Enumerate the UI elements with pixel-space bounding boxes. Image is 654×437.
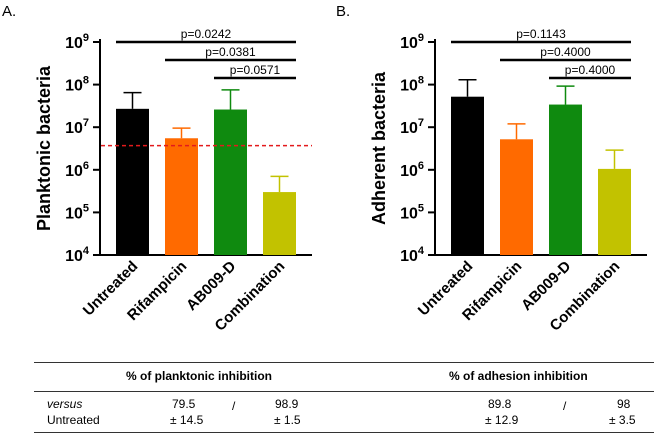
y-tick-label: 106 <box>400 160 424 180</box>
adhesion-combination-value: 98 <box>617 397 631 411</box>
y-axis-label: Planktonic bacteria <box>34 65 54 231</box>
bar-combination <box>263 192 296 255</box>
adhesion-separator: / <box>563 399 567 413</box>
y-tick-label: 108 <box>400 75 424 95</box>
planktonic-combination-value: 98.9 <box>275 397 299 411</box>
p-value-label: p=0.0571 <box>230 63 281 77</box>
bar-rifampicin <box>165 138 198 255</box>
bar-untreated <box>116 108 149 255</box>
y-axis-label: Adherent bacteria <box>369 71 389 225</box>
bar-ab009-d <box>549 104 582 256</box>
y-tick-label: 107 <box>65 117 89 137</box>
p-value-label: p=0.4000 <box>565 63 616 77</box>
bar-ab009-d <box>214 109 247 256</box>
adhesion-combination-error: ± 3.5 <box>609 413 636 427</box>
y-tick-label: 104 <box>400 245 425 265</box>
y-tick-label: 105 <box>400 202 424 222</box>
panel-label: A. <box>2 3 16 20</box>
y-tick-label: 105 <box>65 202 89 222</box>
y-tick-label: 109 <box>400 32 424 52</box>
y-tick-label: 108 <box>65 75 89 95</box>
planktonic-combination-error: ± 1.5 <box>274 413 301 427</box>
adhesion-inhibition-header: % of adhesion inhibition <box>449 369 588 383</box>
table-bottom-rule <box>34 432 654 433</box>
planktonic-rifampicin-value: 79.5 <box>172 397 196 411</box>
planktonic-rifampicin-error: ± 14.5 <box>170 413 204 427</box>
table-header-rule <box>34 391 654 392</box>
p-value-label: p=0.0381 <box>205 45 256 59</box>
p-value-label: p=0.1143 <box>516 27 566 41</box>
y-tick-label: 104 <box>65 245 90 265</box>
bar-untreated <box>451 96 484 255</box>
p-value-label: p=0.0242 <box>181 27 232 41</box>
y-tick-label: 106 <box>65 160 89 180</box>
adhesion-rifampicin-value: 89.8 <box>488 397 512 411</box>
bar-combination <box>598 168 631 255</box>
y-tick-label: 109 <box>65 32 89 52</box>
p-value-label: p=0.4000 <box>540 45 591 59</box>
panel-label: B. <box>336 3 350 20</box>
chart-panel-b: B.Adherent bacteria104105106107108109Unt… <box>336 3 647 335</box>
planktonic-separator: / <box>232 399 236 413</box>
planktonic-inhibition-header: % of planktonic inhibition <box>126 369 272 383</box>
table-top-rule <box>34 362 654 363</box>
row-label-versus: versus <box>47 397 83 411</box>
bar-rifampicin <box>500 139 533 255</box>
chart-panel-a: A.Planktonic bacteria104105106107108109U… <box>2 3 312 335</box>
row-label-untreated: Untreated <box>47 413 100 427</box>
y-tick-label: 107 <box>400 117 424 137</box>
figure-charts: A.Planktonic bacteria104105106107108109U… <box>2 3 647 335</box>
adhesion-rifampicin-error: ± 12.9 <box>485 413 519 427</box>
